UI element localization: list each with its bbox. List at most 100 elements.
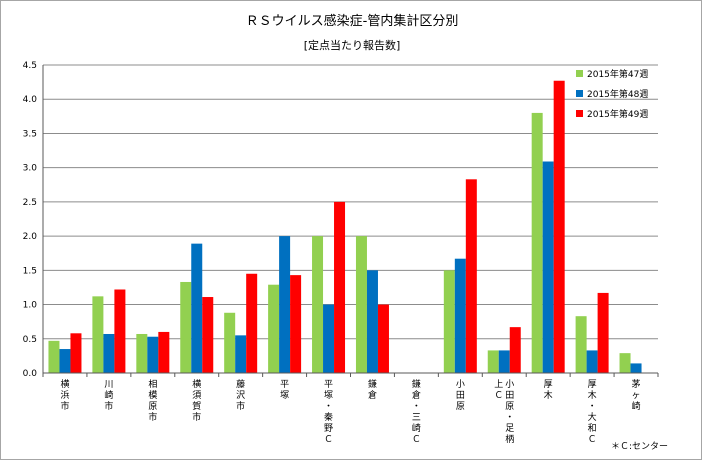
x-category-char: 模 (148, 390, 157, 401)
bar-series-1-cat-14 (619, 353, 631, 373)
x-category-char: 相 (148, 378, 157, 390)
chart-title: ＲＳウイルス感染症-管内集計区分別 (246, 13, 459, 29)
chart-subtitle: [定点当たり報告数] (304, 38, 401, 52)
bar-series-3-cat-8 (377, 304, 389, 373)
x-category-char: 和 (588, 423, 597, 434)
x-category-char: 小 (505, 379, 514, 390)
x-category-label: 小田原・足柄 上Ｃ (494, 379, 514, 445)
x-category-char: 浜 (60, 390, 69, 401)
y-tick-label: 3.0 (23, 164, 38, 174)
bar-series-3-cat-13 (597, 292, 609, 373)
x-category-char: 崎 (104, 389, 113, 401)
x-category-label: 川崎市 (104, 380, 113, 412)
bar-series-1-cat-13 (575, 316, 587, 373)
x-category-char: 塚 (324, 390, 333, 401)
x-category-char: 上 (494, 379, 503, 390)
x-category-char: 市 (148, 411, 157, 423)
x-category-label: 藤沢市 (236, 378, 245, 412)
bar-series-1-cat-4 (180, 281, 192, 373)
x-category-char: 野 (324, 423, 333, 434)
y-tick-label: 0.0 (23, 369, 38, 379)
bar-series-1-cat-7 (312, 236, 324, 373)
bar-series-2-cat-1 (59, 349, 71, 373)
axes (42, 65, 658, 374)
x-category-char: 市 (104, 400, 113, 412)
x-category-char: Ｃ (324, 435, 333, 445)
bar-series-2-cat-12 (542, 161, 554, 373)
x-category-char: 茅 (632, 379, 641, 390)
bar-series-3-cat-7 (334, 201, 346, 373)
x-category-char: 須 (192, 390, 201, 401)
bar-series-1-cat-6 (268, 284, 280, 373)
x-category-label: 厚木・大和Ｃ (588, 379, 597, 445)
bar-series-2-cat-7 (323, 304, 335, 373)
x-axis-categories: 横浜市川崎市相模原市横須賀市藤沢市平塚平塚・秦野Ｃ鎌倉鎌倉・三崎Ｃ小田原小田原・… (42, 373, 659, 445)
x-category-char: 崎 (412, 422, 421, 434)
x-category-char: 塚 (280, 390, 289, 401)
x-category-char: 市 (236, 400, 245, 412)
bar-series-2-cat-3 (147, 336, 159, 373)
bar-series-2-cat-5 (235, 335, 247, 373)
bar-series-1-cat-8 (355, 236, 367, 373)
x-category-char: 平 (324, 379, 333, 390)
x-category-label: 平塚 (280, 379, 289, 401)
bar-series-3-cat-12 (553, 80, 565, 374)
x-category-char: 木 (588, 389, 597, 401)
bar-series-3-cat-1 (70, 333, 82, 373)
x-category-char: Ｃ (588, 435, 597, 445)
bar-series-1-cat-1 (48, 340, 60, 373)
x-category-label: 鎌倉 (368, 378, 377, 401)
bar-series-1-cat-12 (531, 112, 543, 374)
x-category-char: 小 (456, 379, 465, 390)
legend-swatch (576, 110, 583, 117)
bar-series-1-cat-11 (487, 350, 499, 373)
x-category-char: 柄 (505, 433, 514, 445)
x-category-char: 市 (192, 411, 201, 423)
x-category-char: 原 (505, 401, 514, 412)
legend-swatch (576, 90, 583, 97)
x-category-char: 足 (505, 423, 514, 434)
bar-series-3-cat-4 (202, 297, 214, 373)
x-category-char: Ｃ (412, 435, 421, 445)
x-category-char: 厚 (588, 379, 597, 390)
x-category-char: 田 (505, 390, 514, 401)
x-category-char: 原 (456, 401, 465, 412)
bar-series-1-cat-2 (92, 296, 104, 373)
x-category-char: ヶ (632, 391, 641, 401)
bar-series-2-cat-8 (366, 270, 378, 373)
x-category-char: 倉 (368, 389, 377, 401)
x-category-char: 横 (192, 378, 201, 390)
bar-series-2-cat-2 (103, 333, 115, 373)
x-category-char: 厚 (544, 379, 553, 390)
x-category-char: 木 (544, 389, 553, 401)
bar-series-2-cat-10 (454, 258, 466, 373)
x-category-label: 小田原 (456, 379, 465, 412)
x-category-char: 三 (412, 413, 421, 423)
legend: 2015年第47週 2015年第48週 2015年第49週 (576, 68, 648, 120)
x-category-char: Ｃ (494, 391, 503, 401)
x-category-char: 原 (148, 401, 157, 412)
bar-series-2-cat-14 (630, 363, 642, 373)
gridlines (43, 64, 658, 374)
legend-label: 2015年第48週 (587, 88, 648, 100)
bar-series-2-cat-13 (586, 350, 598, 373)
bar-series-2-cat-6 (279, 236, 291, 373)
x-category-char: ・ (412, 402, 421, 412)
x-category-char: 横 (60, 378, 69, 390)
bar-series-1-cat-3 (136, 333, 148, 373)
x-category-char: 大 (588, 411, 597, 423)
bar-series-3-cat-6 (290, 275, 302, 373)
bar-series-3-cat-2 (114, 289, 126, 373)
x-category-label: 横浜市 (60, 378, 69, 412)
x-category-char: 沢 (236, 389, 245, 401)
bar-series-3-cat-11 (509, 327, 521, 373)
bars (48, 80, 642, 374)
x-category-label: 平塚・秦野Ｃ (324, 379, 333, 445)
y-tick-label: 2.0 (23, 232, 38, 242)
x-category-char: 賀 (192, 400, 201, 412)
bar-series-1-cat-10 (443, 270, 455, 373)
y-tick-label: 0.5 (23, 335, 37, 345)
bar-series-3-cat-5 (246, 273, 258, 373)
